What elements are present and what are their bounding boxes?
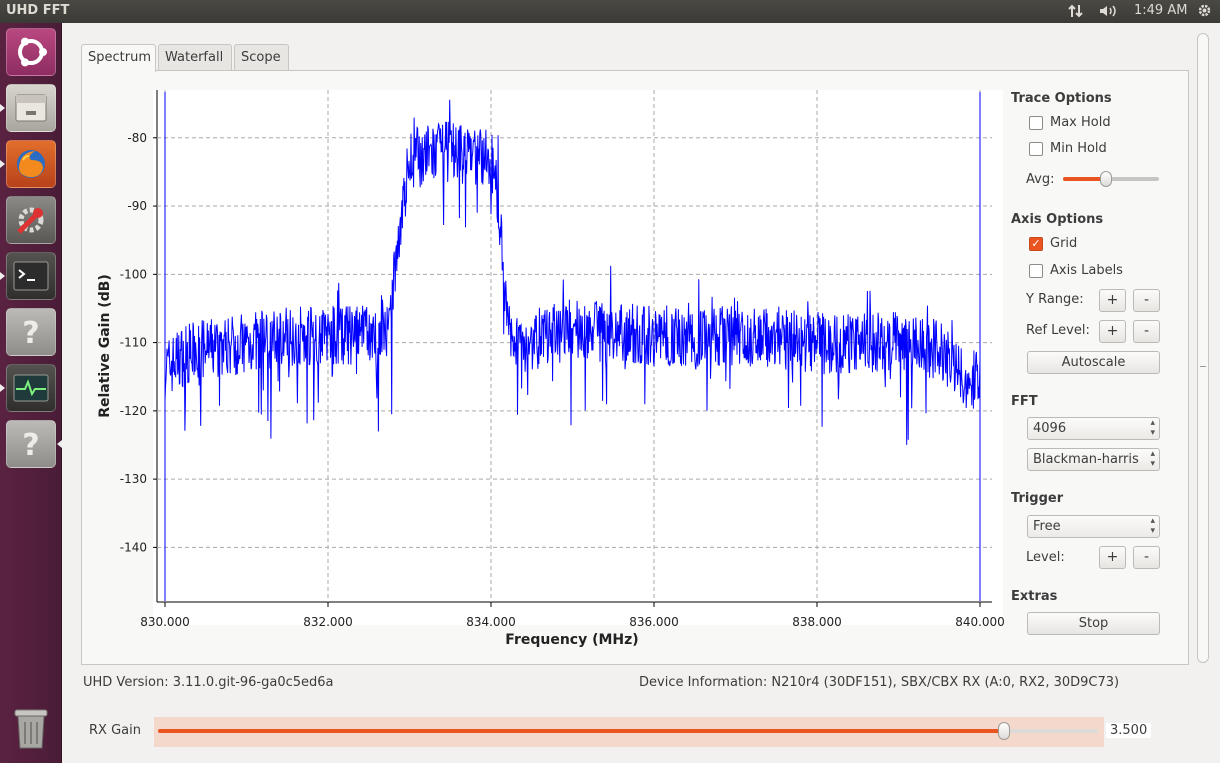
tab-spectrum[interactable]: Spectrum [81,44,156,72]
fft-size-value: 4096 [1033,421,1067,436]
min-hold-label: Min Hold [1050,141,1107,156]
unknown-app-icon[interactable]: ? [6,308,56,356]
ref-level-minus-button[interactable]: - [1133,320,1160,343]
volume-icon[interactable] [1098,3,1120,23]
scrollbar[interactable] [1197,33,1209,663]
x-tick-label: 840.000 [955,615,1005,629]
svg-text:?: ? [22,316,39,349]
ubuntu-dash-icon[interactable] [6,28,56,76]
extras-heading: Extras [1011,589,1058,604]
y-tick-label: -100 [120,267,147,281]
x-tick-label: 838.000 [792,615,842,629]
autoscale-button[interactable]: Autoscale [1027,351,1160,374]
x-tick-label: 832.000 [303,615,353,629]
spin-arrows-icon: ▴ ▾ [1150,449,1155,469]
axis-options-heading: Axis Options [1011,212,1104,227]
svg-text:?: ? [22,428,39,461]
axis-labels-checkbox[interactable] [1029,264,1043,278]
unknown-app-icon[interactable]: ? [6,420,56,468]
max-hold-label: Max Hold [1050,115,1111,130]
trash-icon[interactable] [6,705,56,753]
trigger-mode-value: Free [1033,519,1061,534]
axis-labels-label: Axis Labels [1050,263,1123,278]
ref-level-label: Ref Level: [1026,323,1090,338]
fft-window-value: Blackman-harris [1033,452,1139,467]
network-icon[interactable] [1068,3,1084,23]
spin-arrows-icon: ▴ ▾ [1150,418,1155,438]
stop-button[interactable]: Stop [1027,612,1160,635]
tab-waterfall[interactable]: Waterfall [158,44,232,71]
spectrum-trace [164,99,981,445]
spectrum-plot[interactable]: 830.000 832.000 834.000 836.000 838.000 840.0… [97,90,1005,648]
x-axis-label: Frequency (MHz) [505,632,638,648]
grid-checkbox[interactable]: ✓ [1029,237,1043,251]
rx-gain-label: RX Gain [89,723,141,738]
y-range-minus-button[interactable]: - [1133,289,1160,312]
fft-chart: 830.000 832.000 834.000 836.000 838.000 840.0… [97,90,1005,648]
system-settings-icon[interactable] [6,196,56,244]
terminal-icon[interactable] [6,252,56,300]
spin-arrows-icon: ▴ ▾ [1150,516,1155,536]
trigger-level-minus-button[interactable]: - [1133,546,1160,569]
launcher: ? ? [0,23,62,763]
trigger-level-label: Level: [1026,550,1065,565]
rx-gain-slider[interactable] [154,717,1104,747]
max-hold-checkbox[interactable] [1029,116,1043,130]
y-range-label: Y Range: [1026,292,1084,307]
files-icon[interactable] [6,84,56,132]
trigger-level-plus-button[interactable]: + [1099,546,1126,569]
y-tick-label: -120 [120,404,147,418]
window-title: UHD FFT [6,3,70,18]
y-tick-label: -130 [120,472,147,486]
rx-gain-value[interactable]: 3.500 [1106,723,1152,738]
y-tick-label: -140 [120,540,147,554]
firefox-icon[interactable] [6,140,56,188]
trace-options-heading: Trace Options [1011,91,1112,106]
tab-scope[interactable]: Scope [234,44,289,71]
device-information: Device Information: N210r4 (30DF151), SB… [639,675,1120,690]
trigger-heading: Trigger [1011,491,1064,506]
fft-window-select[interactable]: Blackman-harris ▴ ▾ [1027,448,1160,471]
rx-gain-slider-handle[interactable] [998,722,1010,740]
clock[interactable]: 1:49 AM [1134,3,1188,18]
grid-label: Grid [1050,236,1078,251]
y-axis-label: Relative Gain (dB) [97,274,113,418]
x-tick-label: 836.000 [629,615,679,629]
top-panel: UHD FFT 1:49 AM [0,0,1220,23]
gear-icon[interactable] [1196,2,1213,23]
avg-slider[interactable] [1063,171,1159,187]
y-tick-label: -80 [127,131,147,145]
avg-slider-handle[interactable] [1100,171,1113,187]
uhd-version: UHD Version: 3.11.0.git-96-ga0c5ed6a [83,675,334,690]
x-tick-label: 834.000 [466,615,516,629]
y-tick-label: -110 [120,336,147,350]
system-monitor-icon[interactable] [6,364,56,412]
fft-size-select[interactable]: 4096 ▴ ▾ [1027,417,1160,440]
main-window: Spectrum Waterfall Scope 830.000 832.000 8… [62,23,1220,763]
min-hold-checkbox[interactable] [1029,142,1043,156]
x-tick-label: 830.000 [140,615,190,629]
ref-level-plus-button[interactable]: + [1099,320,1126,343]
avg-label: Avg: [1026,172,1055,187]
y-tick-label: -90 [127,199,147,213]
y-range-plus-button[interactable]: + [1099,289,1126,312]
trigger-mode-select[interactable]: Free ▴ ▾ [1027,515,1160,538]
fft-heading: FFT [1011,394,1038,409]
